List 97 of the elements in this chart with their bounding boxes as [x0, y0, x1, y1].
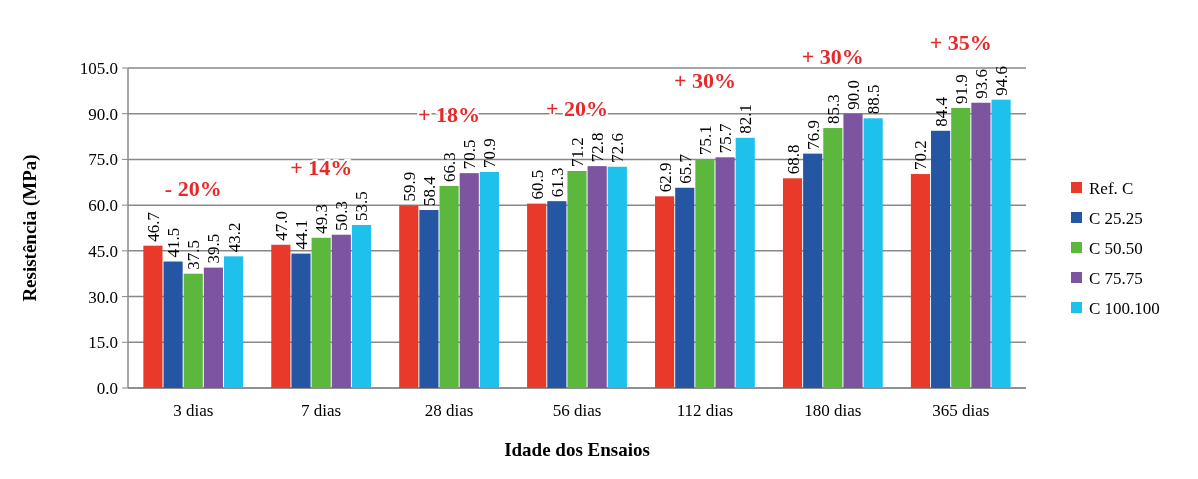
data-label: 65.7	[675, 153, 695, 184]
data-label: 85.3	[823, 94, 843, 125]
bar	[291, 253, 311, 388]
y-tick-label: 0.0	[96, 378, 118, 398]
data-label: 88.5	[864, 84, 884, 115]
data-label: 61.3	[547, 167, 567, 198]
x-tick-label: 3 dias	[173, 401, 214, 420]
x-axis-title: Idade dos Ensaios	[504, 439, 650, 460]
text: + 35%	[929, 29, 992, 55]
y-tick-label: 90.0	[88, 104, 118, 124]
annotation: + 14%	[290, 154, 353, 180]
data-label: 66.3	[440, 152, 460, 182]
bar	[910, 174, 931, 388]
bar	[459, 173, 479, 388]
bar	[971, 102, 991, 388]
data-label: 70.5	[460, 139, 480, 170]
bar	[951, 107, 971, 388]
bar	[527, 203, 547, 388]
data-label: 46.7	[143, 211, 163, 242]
data-label: 58.4	[419, 175, 439, 207]
annotation: + 30%	[673, 67, 736, 93]
data-label: 50.3	[332, 200, 352, 231]
bar	[607, 166, 627, 388]
y-tick-label: 30.0	[88, 287, 118, 307]
bar	[547, 201, 567, 388]
data-label: 91.9	[951, 74, 971, 104]
y-tick-label: 60.0	[88, 196, 118, 216]
bar	[331, 234, 351, 388]
x-tick-label: 112 dias	[676, 401, 734, 420]
x-tick-label: 180 dias	[804, 401, 862, 420]
bar	[163, 261, 183, 388]
legend-label: Ref. C	[1089, 178, 1134, 198]
bar	[183, 273, 203, 388]
data-label: 41.5	[164, 227, 184, 258]
data-label: 90.0	[844, 79, 863, 110]
data-label: 82.1	[736, 104, 756, 134]
data-label: 62.9	[655, 162, 675, 193]
data-label: 60.5	[527, 169, 547, 200]
data-label: 47.0	[271, 211, 291, 241]
legend-label: C 25.25	[1089, 208, 1143, 228]
data-label: 43.2	[224, 222, 244, 253]
y-tick-label: 75.0	[88, 150, 118, 170]
data-label: 44.1	[292, 219, 311, 250]
data-label: 94.6	[992, 65, 1012, 96]
bar	[419, 210, 439, 388]
bar	[399, 205, 419, 388]
bar	[863, 118, 883, 388]
data-label: 70.9	[480, 138, 500, 168]
bar	[991, 99, 1011, 388]
annotation: - 20%	[164, 175, 222, 201]
bar	[803, 153, 823, 388]
bar	[931, 130, 951, 388]
data-label: 75.7	[716, 123, 736, 154]
bar	[479, 171, 499, 388]
data-label: 68.8	[783, 144, 803, 175]
bar	[439, 185, 459, 388]
data-label: 71.2	[568, 137, 587, 168]
data-label: 75.1	[695, 125, 715, 156]
data-label: 59.9	[399, 171, 419, 202]
data-label: 76.9	[803, 119, 823, 150]
y-axis-title: Resistência (MPa)	[19, 154, 41, 302]
bar	[735, 137, 755, 388]
data-label: 37.5	[184, 239, 204, 270]
y-tick-label: 15.0	[88, 333, 118, 353]
bar	[675, 187, 695, 388]
bar	[655, 196, 675, 388]
bar	[823, 128, 843, 388]
bar	[143, 245, 163, 388]
data-label: 84.4	[931, 96, 951, 127]
bar	[843, 113, 863, 388]
annotation: + 30%	[801, 43, 864, 69]
legend-label: C 75.75	[1089, 268, 1143, 288]
bar	[782, 178, 803, 388]
data-label: 72.6	[608, 132, 628, 163]
x-tick-label: 28 dias	[424, 401, 474, 420]
data-label: 72.8	[588, 132, 608, 163]
bar	[351, 224, 372, 388]
x-tick-label: 56 dias	[552, 401, 602, 420]
bar	[203, 267, 223, 388]
bar	[311, 237, 331, 388]
bar	[271, 244, 291, 388]
y-tick-label: 45.0	[88, 241, 118, 261]
data-label: 53.5	[352, 191, 372, 221]
bar	[223, 256, 244, 388]
bar	[715, 157, 735, 388]
x-tick-label: 365 dias	[932, 401, 990, 420]
y-tick-label: 105.0	[79, 58, 118, 78]
data-label: 49.3	[312, 204, 332, 234]
data-label: 39.5	[204, 233, 224, 264]
bar	[695, 159, 715, 388]
legend-label: C 50.50	[1089, 238, 1143, 258]
bar	[587, 166, 607, 388]
data-label: 93.6	[971, 68, 991, 99]
bar	[567, 171, 587, 388]
x-tick-label: 7 dias	[301, 401, 342, 420]
data-label: 70.2	[911, 140, 931, 171]
legend-label: C 100.100	[1089, 298, 1160, 318]
